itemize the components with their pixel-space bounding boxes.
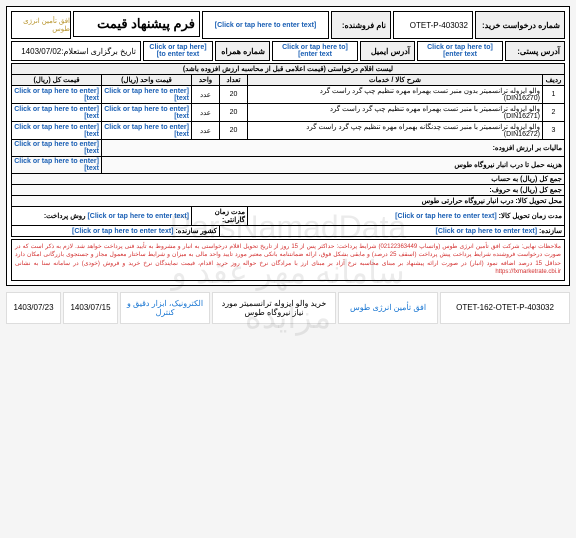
section-label: محل تحویل کالا: درب انبار نیروگاه حرارتی… [12, 196, 565, 207]
cell-unit: عدد [192, 104, 220, 122]
date-cell: تاریخ برگزاری استعلام: 1403/07/02 [11, 41, 141, 61]
section-label: مالیات بر ارزش افزوده: [102, 140, 565, 157]
cell-uprice[interactable]: [Click or tap here to enter text] [102, 122, 192, 140]
header-row-1: شماره درخواست خرید: OTET-P-403032 نام فر… [11, 11, 565, 39]
col-unit: واحد [192, 75, 220, 86]
section-row: محل تحویل کالا: درب انبار نیروگاه حرارتی… [12, 196, 565, 207]
placeholder-text: [Click or tap here to enter text] [207, 22, 324, 29]
vendor-input[interactable]: [Click or tap here to enter text] [202, 11, 329, 39]
section-row: مالیات بر ارزش افزوده:[Click or tap here… [12, 140, 565, 157]
payment-label: روش پرداخت: [44, 213, 86, 220]
placeholder-text[interactable]: [Click or tap here to enter text] [72, 228, 174, 235]
table-row: 1 والو ایزوله ترانسمیتر بدون منبر تست به… [12, 86, 565, 104]
footer-company: افق تأمین انرژی طوس [338, 292, 438, 324]
vendor-label: نام فروشنده: [331, 11, 391, 39]
cell-unit: عدد [192, 86, 220, 104]
mobile-input[interactable]: [Click or tap here to enter text] [143, 41, 213, 61]
footer-category: الکترونیک، ابزار دقیق و کنترل [120, 292, 210, 324]
country-label: کشور سازنده: [175, 228, 217, 235]
col-qty: تعداد [220, 75, 248, 86]
cell-tprice[interactable]: [Click or tap here to enter text] [12, 86, 102, 104]
email-input[interactable]: [Click or tap here to enter text] [272, 41, 358, 61]
cell-n: 3 [543, 122, 565, 140]
col-tprice: قیمت کل (ریال) [12, 75, 102, 86]
section-row: جمع کل (ریال) به حساب [12, 174, 565, 185]
table-header-row: ردیف شرح کالا / خدمات تعداد واحد قیمت وا… [12, 75, 565, 86]
cell-tprice[interactable]: [Click or tap here to enter text] [12, 104, 102, 122]
mobile-label: شماره همراه [215, 41, 270, 61]
section-row: جمع کل (ریال) به حروف: [12, 185, 565, 196]
section-label: جمع کل (ریال) به حروف: [12, 185, 565, 196]
section-label: جمع کل (ریال) به حساب [12, 174, 565, 185]
maker-label: سازنده: [539, 228, 562, 235]
cell-unit: عدد [192, 122, 220, 140]
footer-subject: خرید والو ایزوله ترانسمیتر مورد نیاز نیر… [212, 292, 336, 324]
items-table: لیست اقلام درخواستی (قیمت اعلامی قبل از … [11, 63, 565, 237]
logo: افق تأمین انرژی طوس [11, 11, 71, 39]
footer-date1: 1403/07/15 [63, 292, 118, 324]
bottom-row-2: سازنده: [Click or tap here to enter text… [12, 226, 565, 237]
placeholder-text: [Click or tap here to enter text] [277, 44, 353, 58]
placeholder-text[interactable]: [Click or tap here to enter text] [87, 213, 189, 220]
table-row: 2 والو ایزوله ترانسمیتر با منبر تست بهمر… [12, 104, 565, 122]
section-row: هزینه حمل تا درب انبار نیروگاه طوس[Click… [12, 157, 565, 174]
date-label: تاریخ برگزاری استعلام: [61, 47, 136, 56]
cell-qty: 20 [220, 86, 248, 104]
warranty-label: مدت زمان گارانتی: [215, 209, 245, 224]
placeholder-text: [Click or tap here to enter text] [422, 44, 498, 58]
col-uprice: قیمت واحد (ریال) [102, 75, 192, 86]
cell-qty: 20 [220, 122, 248, 140]
cell-n: 1 [543, 86, 565, 104]
section-label: هزینه حمل تا درب انبار نیروگاه طوس [102, 157, 565, 174]
cell-tprice[interactable]: [Click or tap here to enter text] [12, 122, 102, 140]
placeholder-text[interactable]: [Click or tap here to enter text] [436, 228, 538, 235]
placeholder-text[interactable]: [Click or tap here to enter text] [395, 213, 497, 220]
placeholder-text: [Click or tap here to enter text] [148, 44, 208, 58]
section-value[interactable]: [Click or tap here to enter text] [12, 140, 102, 157]
col-desc: شرح کالا / خدمات [248, 75, 543, 86]
date-value: 1403/07/02 [21, 47, 61, 56]
form-title: فرم پیشنهاد قیمت [73, 11, 200, 37]
table-row: 3 والو ایزوله ترانسمیتر با منبر تست چدنگ… [12, 122, 565, 140]
cell-desc: والو ایزوله ترانسمیتر با منبر تست چدنگان… [248, 122, 543, 140]
req-no-value: OTET-P-403032 [393, 11, 473, 39]
cell-desc: والو ایزوله ترانسمیتر با منبر تست بهمراه… [248, 104, 543, 122]
cell-uprice[interactable]: [Click or tap here to enter text] [102, 86, 192, 104]
footer-ref: OTET-162-OTET-P-403032 [440, 292, 570, 324]
email-label: آدرس ایمیل [360, 41, 415, 61]
cell-qty: 20 [220, 104, 248, 122]
cell-desc: والو ایزوله ترانسمیتر بدون منبر تست بهمر… [248, 86, 543, 104]
table-caption: لیست اقلام درخواستی (قیمت اعلامی قبل از … [12, 64, 565, 75]
footer-date2: 1403/07/23 [6, 292, 61, 324]
header-row-2: آدرس پستی: [Click or tap here to enter t… [11, 41, 565, 61]
cell-uprice[interactable]: [Click or tap here to enter text] [102, 104, 192, 122]
cell-n: 2 [543, 104, 565, 122]
notes-block: ملاحظات نهایی: شرکت افق تأمین انرژی طوس … [11, 239, 565, 281]
document: شماره درخواست خرید: OTET-P-403032 نام فر… [6, 6, 570, 286]
req-no-label: شماره درخواست خرید: [475, 11, 565, 39]
col-n: ردیف [543, 75, 565, 86]
bottom-row-1: مدت زمان تحویل کالا: [Click or tap here … [12, 207, 565, 226]
postal-input[interactable]: [Click or tap here to enter text] [417, 41, 503, 61]
postal-label: آدرس پستی: [505, 41, 565, 61]
delivery-label: مدت زمان تحویل کالا: [499, 213, 562, 220]
footer-bar: OTET-162-OTET-P-403032 افق تأمین انرژی ط… [6, 292, 570, 324]
section-value[interactable]: [Click or tap here to enter text] [12, 157, 102, 174]
